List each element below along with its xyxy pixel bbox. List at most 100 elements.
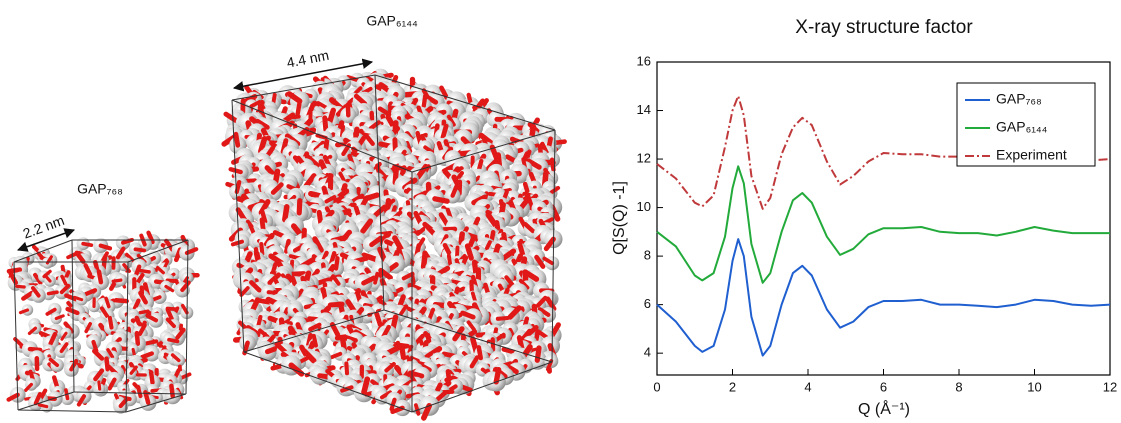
hydrogen-bond bbox=[48, 357, 60, 368]
hydrogen-bond bbox=[163, 238, 175, 252]
hydrogen-bond bbox=[230, 239, 244, 247]
hydrogen-bond bbox=[420, 402, 433, 421]
hydrogen-bond bbox=[165, 317, 176, 329]
hydrogen-bond bbox=[136, 384, 143, 399]
hydrogen-bond bbox=[518, 196, 531, 211]
x-tick-label: 8 bbox=[955, 379, 962, 394]
hydrogen-bond bbox=[446, 253, 453, 268]
hydrogen-bond bbox=[353, 93, 368, 107]
hydrogen-bond bbox=[315, 277, 331, 286]
hydrogen-bond bbox=[306, 332, 313, 348]
hydrogen-bond bbox=[52, 375, 60, 390]
hydrogen-bond bbox=[329, 351, 343, 360]
hydrogen-bond bbox=[260, 209, 268, 224]
hydrogen-bond bbox=[322, 115, 329, 133]
hydrogen-bond bbox=[179, 372, 192, 380]
hydrogen-bond bbox=[37, 403, 49, 409]
hydrogen-bond bbox=[263, 234, 274, 247]
hydrogen-bond bbox=[138, 290, 148, 305]
hydrogen-bond bbox=[54, 314, 65, 321]
hydrogen-bond bbox=[180, 303, 189, 315]
hydrogen-bond bbox=[296, 198, 303, 216]
hydrogen-bond bbox=[381, 324, 391, 339]
hydrogen-bond bbox=[374, 311, 383, 328]
hydrogen-bond bbox=[162, 259, 170, 270]
hydrogen-bond bbox=[255, 118, 270, 130]
hydrogen-bond bbox=[535, 295, 548, 308]
hydrogen-bond bbox=[537, 307, 551, 317]
hydrogen-bond bbox=[471, 194, 488, 206]
x-tick-label: 0 bbox=[653, 379, 660, 394]
hydrogen-bond bbox=[165, 307, 174, 321]
hydrogen-bond bbox=[46, 290, 59, 296]
chart-title: X-ray structure factor bbox=[795, 17, 973, 38]
box-edge bbox=[374, 74, 385, 311]
hydrogen-bond bbox=[316, 209, 324, 227]
hydrogen-bond bbox=[304, 154, 320, 169]
hydrogen-bond bbox=[308, 322, 322, 332]
hydrogen-bond bbox=[98, 322, 109, 337]
hydrogen-bond bbox=[303, 173, 317, 189]
hydrogen-bond bbox=[360, 218, 374, 234]
hydrogen-bond bbox=[133, 264, 142, 279]
plot-frame bbox=[656, 61, 1111, 376]
box-edge bbox=[411, 129, 556, 173]
hydrogen-bond bbox=[401, 271, 415, 281]
hydrogen-bond bbox=[504, 275, 515, 288]
hydrogen-bond bbox=[399, 304, 409, 316]
hydrogen-bond bbox=[92, 348, 105, 361]
hydrogen-bond bbox=[132, 298, 141, 313]
hydrogen-bond bbox=[101, 255, 108, 271]
hydrogen-bond bbox=[143, 390, 151, 405]
x-tick-label: 12 bbox=[1103, 379, 1117, 394]
hydrogen-bond bbox=[344, 361, 350, 376]
box-edge bbox=[125, 261, 129, 413]
hydrogen-bond bbox=[21, 290, 35, 301]
hydrogen-bond bbox=[234, 179, 242, 195]
hydrogen-bond bbox=[256, 314, 263, 329]
hydrogen-bond bbox=[59, 283, 71, 295]
hydrogen-bond bbox=[60, 274, 68, 286]
hydrogen-bond bbox=[18, 308, 30, 315]
hydrogen-bond bbox=[350, 193, 365, 205]
line-series bbox=[656, 238, 1111, 357]
hydrogen-bond bbox=[469, 355, 480, 369]
box-edge bbox=[411, 361, 553, 413]
box-edge bbox=[243, 351, 413, 413]
y-tick-label: 16 bbox=[637, 53, 651, 68]
box-edge bbox=[243, 309, 385, 353]
hydrogen-bond bbox=[106, 348, 115, 359]
hydrogen-bond bbox=[137, 323, 147, 337]
hydrogen-bond bbox=[295, 101, 302, 117]
legend-box bbox=[956, 82, 1096, 167]
hydrogen-bond bbox=[113, 298, 129, 304]
hydrogen-bond bbox=[316, 101, 329, 110]
hydrogen-bond bbox=[469, 279, 474, 294]
hydrogen-bond bbox=[175, 327, 186, 340]
legend-label: GAP₆₁₄₄ bbox=[996, 119, 1048, 135]
line-series bbox=[656, 165, 1110, 284]
hydrogen-bond bbox=[286, 91, 303, 104]
hydrogen-bond bbox=[6, 392, 20, 402]
hydrogen-bond bbox=[288, 271, 307, 277]
hydrogen-bond bbox=[493, 366, 502, 385]
box-edge bbox=[125, 393, 187, 413]
hydrogen-bond bbox=[170, 353, 181, 363]
hydrogen-bond bbox=[93, 368, 105, 382]
hydrogen-bond bbox=[384, 361, 396, 373]
hydrogen-bond bbox=[427, 307, 436, 321]
hydrogen-bond bbox=[31, 286, 41, 298]
hydrogen-bond bbox=[233, 131, 241, 148]
hydrogen-bond bbox=[311, 333, 318, 348]
hydrogen-bond bbox=[27, 326, 38, 336]
hydrogen-bond bbox=[38, 388, 48, 402]
hydrogen-bond bbox=[301, 348, 317, 364]
hydrogen-bond bbox=[446, 114, 456, 127]
hydrogen-bond bbox=[223, 111, 239, 123]
hydrogen-bond bbox=[129, 365, 138, 375]
hydrogen-bond bbox=[523, 221, 536, 234]
hydrogen-bond bbox=[543, 236, 556, 252]
legend-label: Experiment bbox=[996, 147, 1067, 163]
x-tick-label: 2 bbox=[729, 379, 736, 394]
